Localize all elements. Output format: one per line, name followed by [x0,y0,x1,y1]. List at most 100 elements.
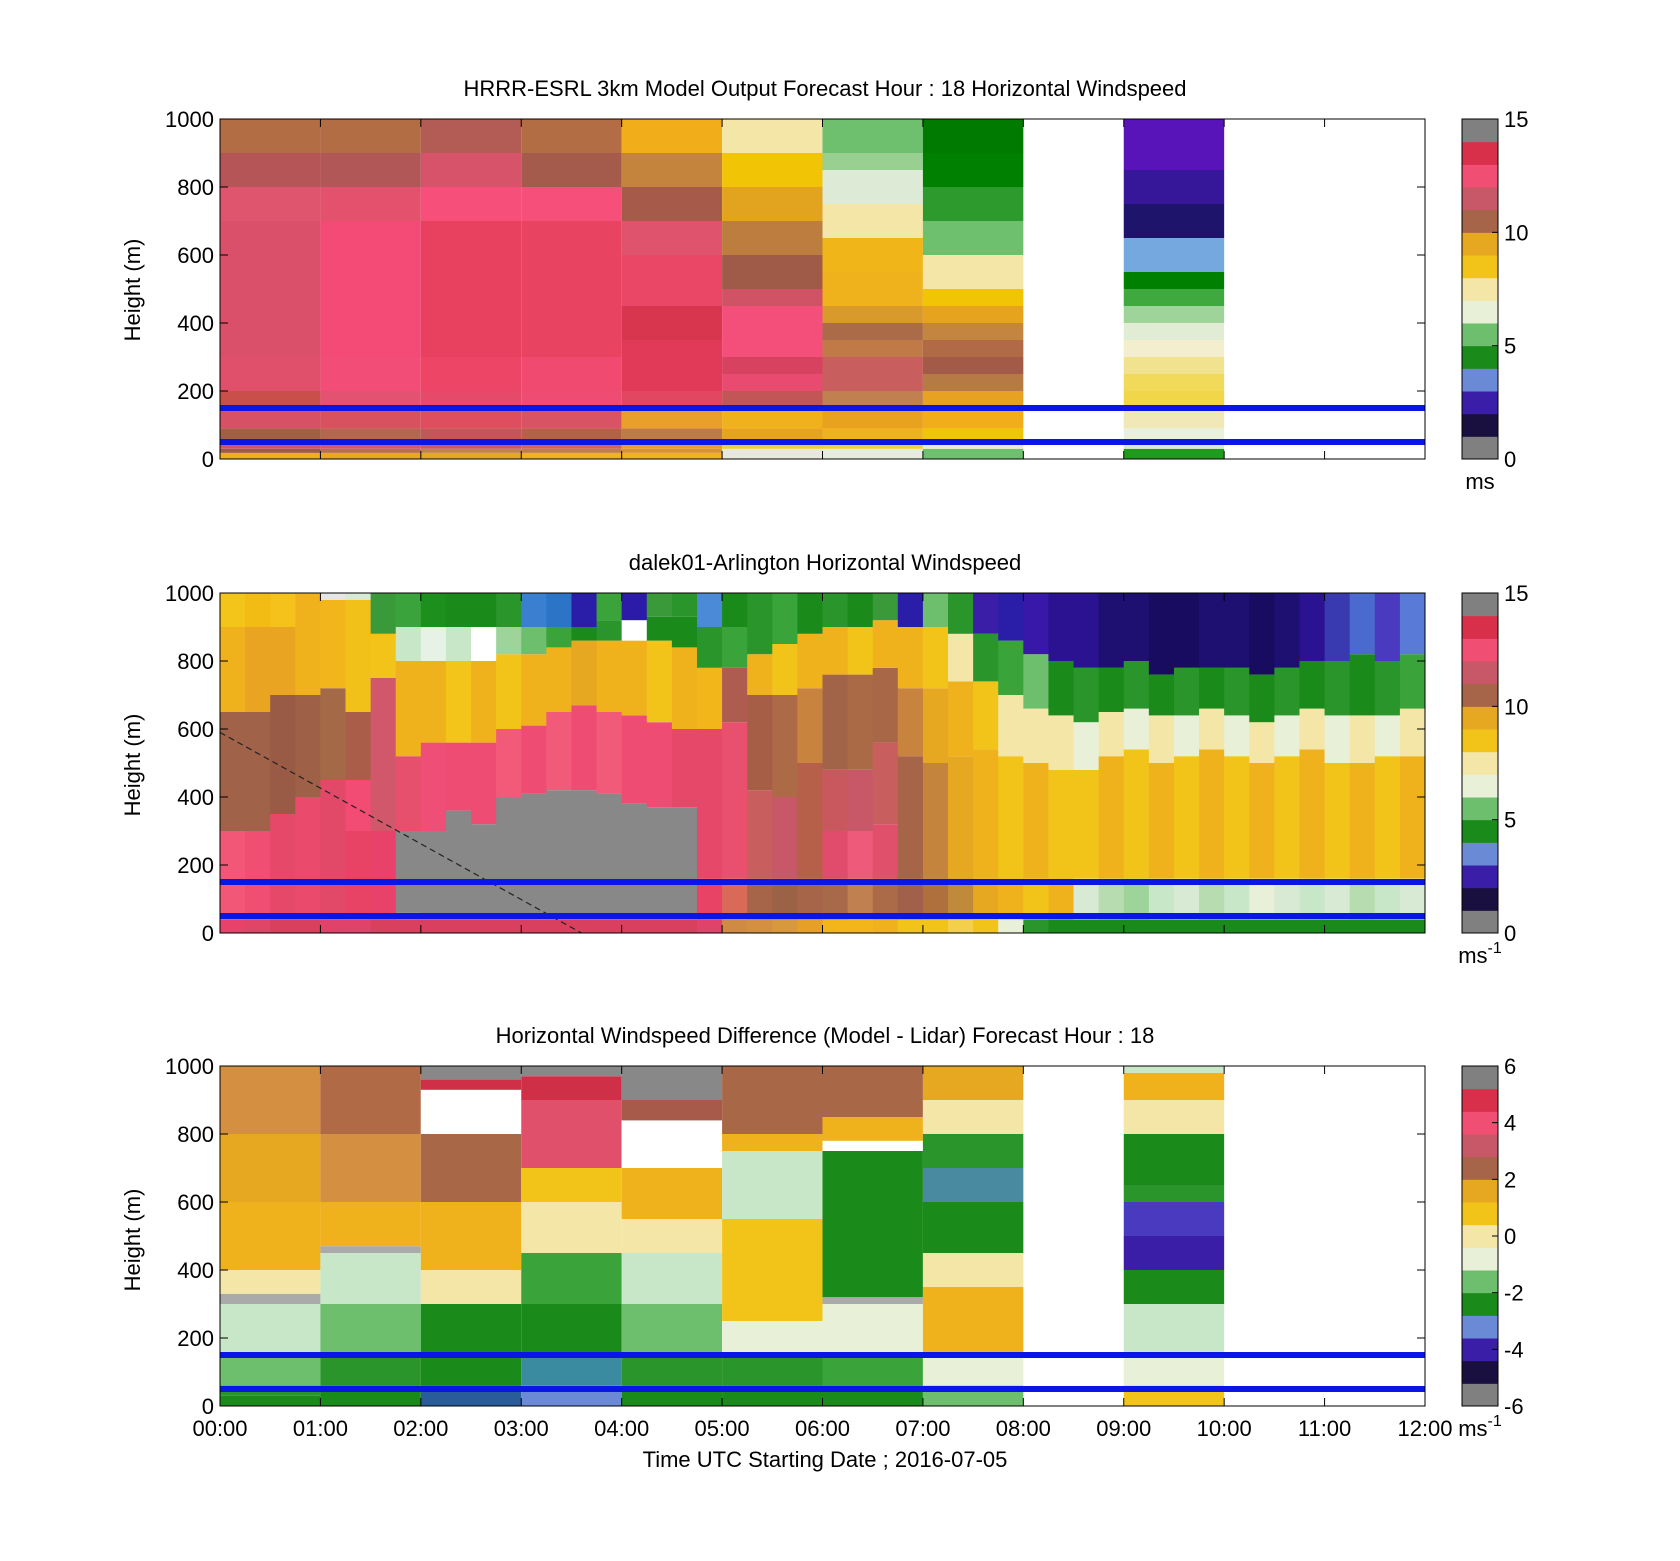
heat-cell [922,323,1024,340]
heat-cell [1123,593,1150,661]
heat-cell [872,878,899,920]
heat-cell [621,187,723,221]
heat-cell [521,593,547,627]
heat-cell [420,1355,522,1386]
colorbar: 0 5 10 15 ms-1 [1458,581,1528,968]
heat-cell [646,722,673,808]
colorbar-segment [1462,1156,1498,1180]
heat-cell [822,391,923,408]
heat-cell [370,919,397,933]
heat-cell [772,878,798,920]
heat-cell [621,221,723,255]
y-tick-label: 400 [177,311,214,336]
heat-cell [822,831,849,879]
colorbar-tick-label: 10 [1504,220,1528,245]
heat-cell [220,627,246,712]
y-tick-label: 600 [177,717,214,742]
colorbar-tick-label: -6 [1504,1394,1524,1419]
colorbar-segment [1462,1134,1498,1158]
heat-cell [1073,878,1100,920]
heat-cell [621,119,723,153]
heat-cell [245,593,271,627]
heat-cell [922,1355,1024,1386]
heat-cell [998,878,1024,920]
heat-cell [621,1355,723,1386]
heat-cell [1048,919,1075,933]
y-tick-label: 1000 [165,1054,214,1079]
colorbar-segment [1462,391,1498,415]
y-axis-label: Height (m) [120,714,145,817]
heat-cell [245,712,271,831]
heat-cell [596,712,623,794]
heat-cell [270,627,296,695]
heat-cell [948,756,974,879]
heat-cell [420,593,447,627]
heat-cell [646,640,673,723]
heat-cell [496,729,522,797]
heat-cell [521,919,547,933]
heat-cell [797,763,823,879]
heat-cell [621,1100,723,1121]
heat-cell [722,1219,823,1321]
heat-cell [722,187,823,221]
heat-cell [1274,715,1300,757]
heat-cell [722,306,823,357]
heat-cell [621,1066,723,1100]
heat-cell [1274,919,1300,933]
heat-cell [922,187,1024,221]
heat-cell [621,408,723,429]
heat-cell [847,593,874,627]
heat-cell [872,919,899,933]
heat-cell [998,756,1024,879]
colorbar-tick-label: 5 [1504,334,1516,359]
heat-cell [772,919,798,933]
heat-cell [973,593,999,634]
heat-cell [320,1134,421,1202]
heat-cell [320,1253,421,1304]
heat-cell [973,749,999,879]
heat-cell [722,1151,823,1219]
heat-cell [722,627,748,668]
heat-cell [1073,769,1100,879]
x-tick-label: 09:00 [1096,1416,1151,1441]
x-tick-label: 03:00 [494,1416,549,1441]
heat-cell [1199,878,1225,920]
y-tick-label: 0 [202,1394,214,1419]
heat-cell [722,357,823,374]
colorbar-segment [1462,232,1498,256]
heat-cell [270,814,296,920]
heat-cell [1148,715,1175,763]
heat-cell [772,593,798,644]
y-tick-label: 0 [202,921,214,946]
heat-cell [220,712,246,831]
heat-cell [521,448,622,453]
heat-cell [822,204,923,238]
heat-cell [696,919,723,933]
colorbar-tick-label: -4 [1504,1337,1524,1362]
heat-cell [420,1066,522,1080]
heat-cell [1023,878,1049,920]
heat-cell [973,878,999,920]
heat-cell [722,1321,823,1355]
heat-cell [1249,722,1275,763]
heat-cell [320,452,421,459]
heat-cell [747,654,773,695]
heat-cell [897,688,924,757]
heat-cell [1399,654,1426,709]
colorbar-tick-label: -2 [1504,1281,1524,1306]
colorbar-segment [1462,638,1498,662]
heat-cell [722,428,823,441]
heat-cell [948,878,974,920]
heat-cell [270,695,296,814]
heat-cell [671,919,698,933]
y-axis-label: Height (m) [120,1189,145,1292]
colorbar-segment [1462,187,1498,211]
heat-cell [1123,1304,1225,1355]
heat-cell [1123,749,1150,879]
heat-cell [822,306,923,323]
heat-cell [320,1355,421,1386]
heat-cell [521,1168,622,1202]
heat-cell [521,1100,622,1168]
heat-cell [722,221,823,255]
heat-cell [521,1076,622,1100]
